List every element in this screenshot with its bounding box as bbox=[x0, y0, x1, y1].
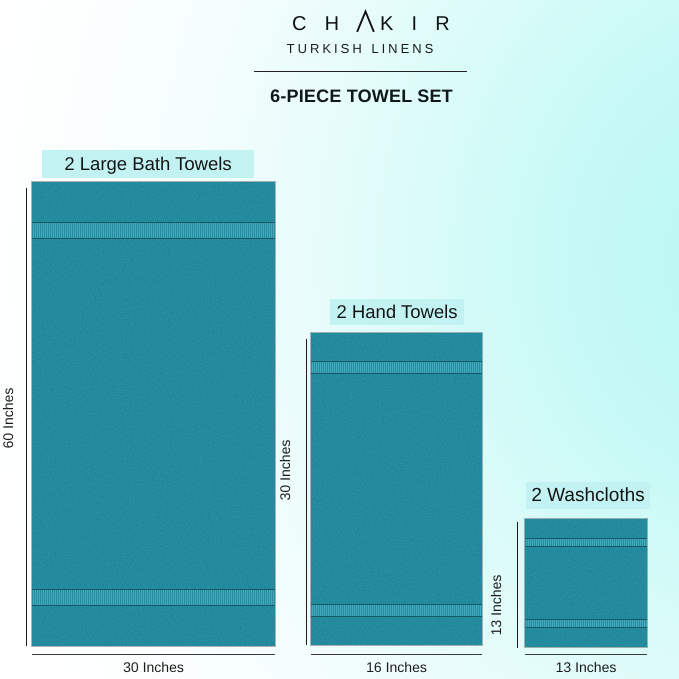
svg-text:13 Inches: 13 Inches bbox=[488, 575, 504, 636]
svg-text:60 Inches: 60 Inches bbox=[0, 388, 16, 449]
svg-text:C H: C H bbox=[292, 13, 345, 35]
svg-text:K I R: K I R bbox=[380, 13, 456, 35]
svg-text:30 Inches: 30 Inches bbox=[277, 440, 293, 501]
